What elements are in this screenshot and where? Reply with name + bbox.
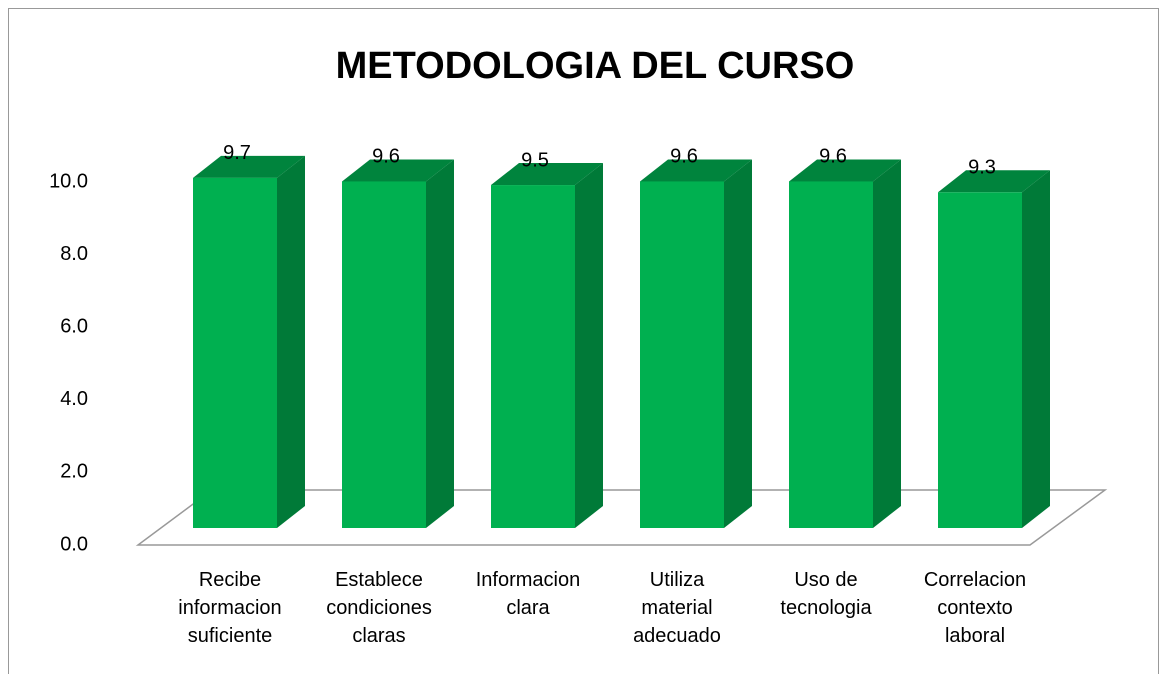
- x-tick-label: Recibe informacion suficiente: [178, 569, 282, 647]
- x-tick-label: Utiliza material adecuado: [633, 569, 721, 647]
- bar-side: [575, 163, 603, 529]
- y-tick-label: 0.0: [60, 533, 88, 555]
- bar-side: [426, 159, 454, 528]
- bar-top: [938, 170, 1050, 193]
- y-tick-label: 10.0: [49, 170, 88, 192]
- x-tick-label: Correlacion contexto laboral: [923, 569, 1027, 647]
- value-label: 9.5: [521, 149, 549, 171]
- bar: [193, 177, 277, 528]
- bar: [342, 181, 426, 528]
- x-tick-label: Uso de tecnologia: [780, 569, 872, 619]
- bar-top: [640, 159, 752, 182]
- bar: [640, 181, 724, 528]
- bar-top: [193, 155, 305, 178]
- bar: [491, 185, 575, 529]
- bar-side: [277, 155, 305, 528]
- bar-side: [873, 159, 901, 528]
- value-label: 9.7: [223, 142, 251, 164]
- bar-top: [789, 159, 901, 182]
- y-tick-label: 6.0: [60, 315, 88, 337]
- value-label: 9.6: [372, 146, 400, 168]
- bar: [789, 181, 873, 528]
- value-label: 9.6: [819, 146, 847, 168]
- bar-top: [342, 159, 454, 182]
- y-tick-label: 2.0: [60, 461, 88, 483]
- y-tick-label: 4.0: [60, 388, 88, 410]
- bar: [938, 192, 1022, 528]
- bar-side: [724, 159, 752, 528]
- value-label: 9.3: [968, 157, 996, 179]
- chart-title: METODOLOGIA DEL CURSO: [336, 45, 855, 87]
- x-tick-label: Informacion clara: [475, 569, 581, 619]
- y-tick-label: 8.0: [60, 243, 88, 265]
- bar-top: [491, 163, 603, 186]
- x-tick-label: Establece condiciones claras: [326, 569, 432, 647]
- floor: [135, 489, 1108, 546]
- bar-side: [1022, 170, 1050, 528]
- value-label: 9.6: [670, 146, 698, 168]
